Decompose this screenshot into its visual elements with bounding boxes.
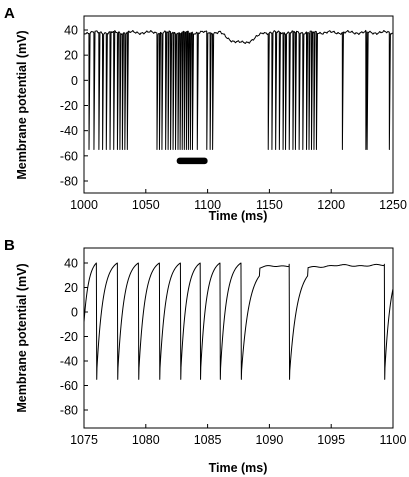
b-x-tick-label: 1085 xyxy=(194,433,222,447)
panel-b-x-axis: 1075 1080 1085 1090 1095 1100 xyxy=(70,424,406,447)
panel-a-trace xyxy=(83,29,393,151)
panel-a-y-axis: -80 -60 -40 -20 0 20 40 xyxy=(60,24,88,189)
panel-b: B -80 -60 -40 -20 0 20 40 1075 1080 1085 1090 1095… xyxy=(4,237,406,475)
b-y-tick-label: -40 xyxy=(60,355,78,369)
b-x-tick-label: 1100 xyxy=(380,433,407,447)
a-x-tick-label: 1100 xyxy=(194,198,221,212)
panel-b-y-axis: -80 -60 -40 -20 0 20 40 xyxy=(60,257,88,418)
b-x-tick-label: 1075 xyxy=(70,433,98,447)
panel-a-stimulus-bar xyxy=(176,157,208,165)
a-x-tick-label: 1000 xyxy=(70,198,98,212)
a-x-tick-label: 1200 xyxy=(317,198,345,212)
a-y-tick-label: -80 xyxy=(60,175,78,189)
panel-a-letter: A xyxy=(4,5,15,22)
panel-b-x-label: Time (ms) xyxy=(209,461,268,475)
b-y-tick-label: -60 xyxy=(60,379,78,393)
b-y-tick-label: 0 xyxy=(71,306,78,320)
panel-a-frame xyxy=(83,15,394,194)
a-y-tick-label: 40 xyxy=(64,24,78,38)
panel-a-x-axis: 1000 1050 1100 1150 1200 1250 xyxy=(70,189,407,212)
a-x-tick-label: 1050 xyxy=(132,198,160,212)
b-y-tick-label: -80 xyxy=(60,404,78,418)
a-y-tick-label: -60 xyxy=(60,149,78,163)
a-y-tick-label: -20 xyxy=(60,99,78,113)
panel-b-trace xyxy=(83,262,394,380)
b-y-tick-label: 40 xyxy=(64,257,78,271)
panel-a: A -80 -60 -40 -20 0 20 40 1000 1050 1100 1150 1200… xyxy=(4,5,407,223)
b-y-tick-label: 20 xyxy=(64,281,78,295)
panel-a-x-label: Time (ms) xyxy=(209,209,268,223)
panel-b-frame xyxy=(83,247,394,429)
a-x-tick-label: 1150 xyxy=(256,198,283,212)
panel-b-y-label: Membrane potential (mV) xyxy=(15,263,29,412)
a-y-tick-label: -40 xyxy=(60,124,78,138)
panel-b-letter: B xyxy=(4,237,15,254)
b-x-tick-label: 1095 xyxy=(317,433,345,447)
b-y-tick-label: -20 xyxy=(60,330,78,344)
b-x-tick-label: 1090 xyxy=(255,433,283,447)
panel-a-y-label: Membrane potential (mV) xyxy=(15,30,29,179)
b-x-tick-label: 1080 xyxy=(132,433,160,447)
a-y-tick-label: 20 xyxy=(64,49,78,63)
a-y-tick-label: 0 xyxy=(71,74,78,88)
a-x-tick-label: 1250 xyxy=(379,198,407,212)
